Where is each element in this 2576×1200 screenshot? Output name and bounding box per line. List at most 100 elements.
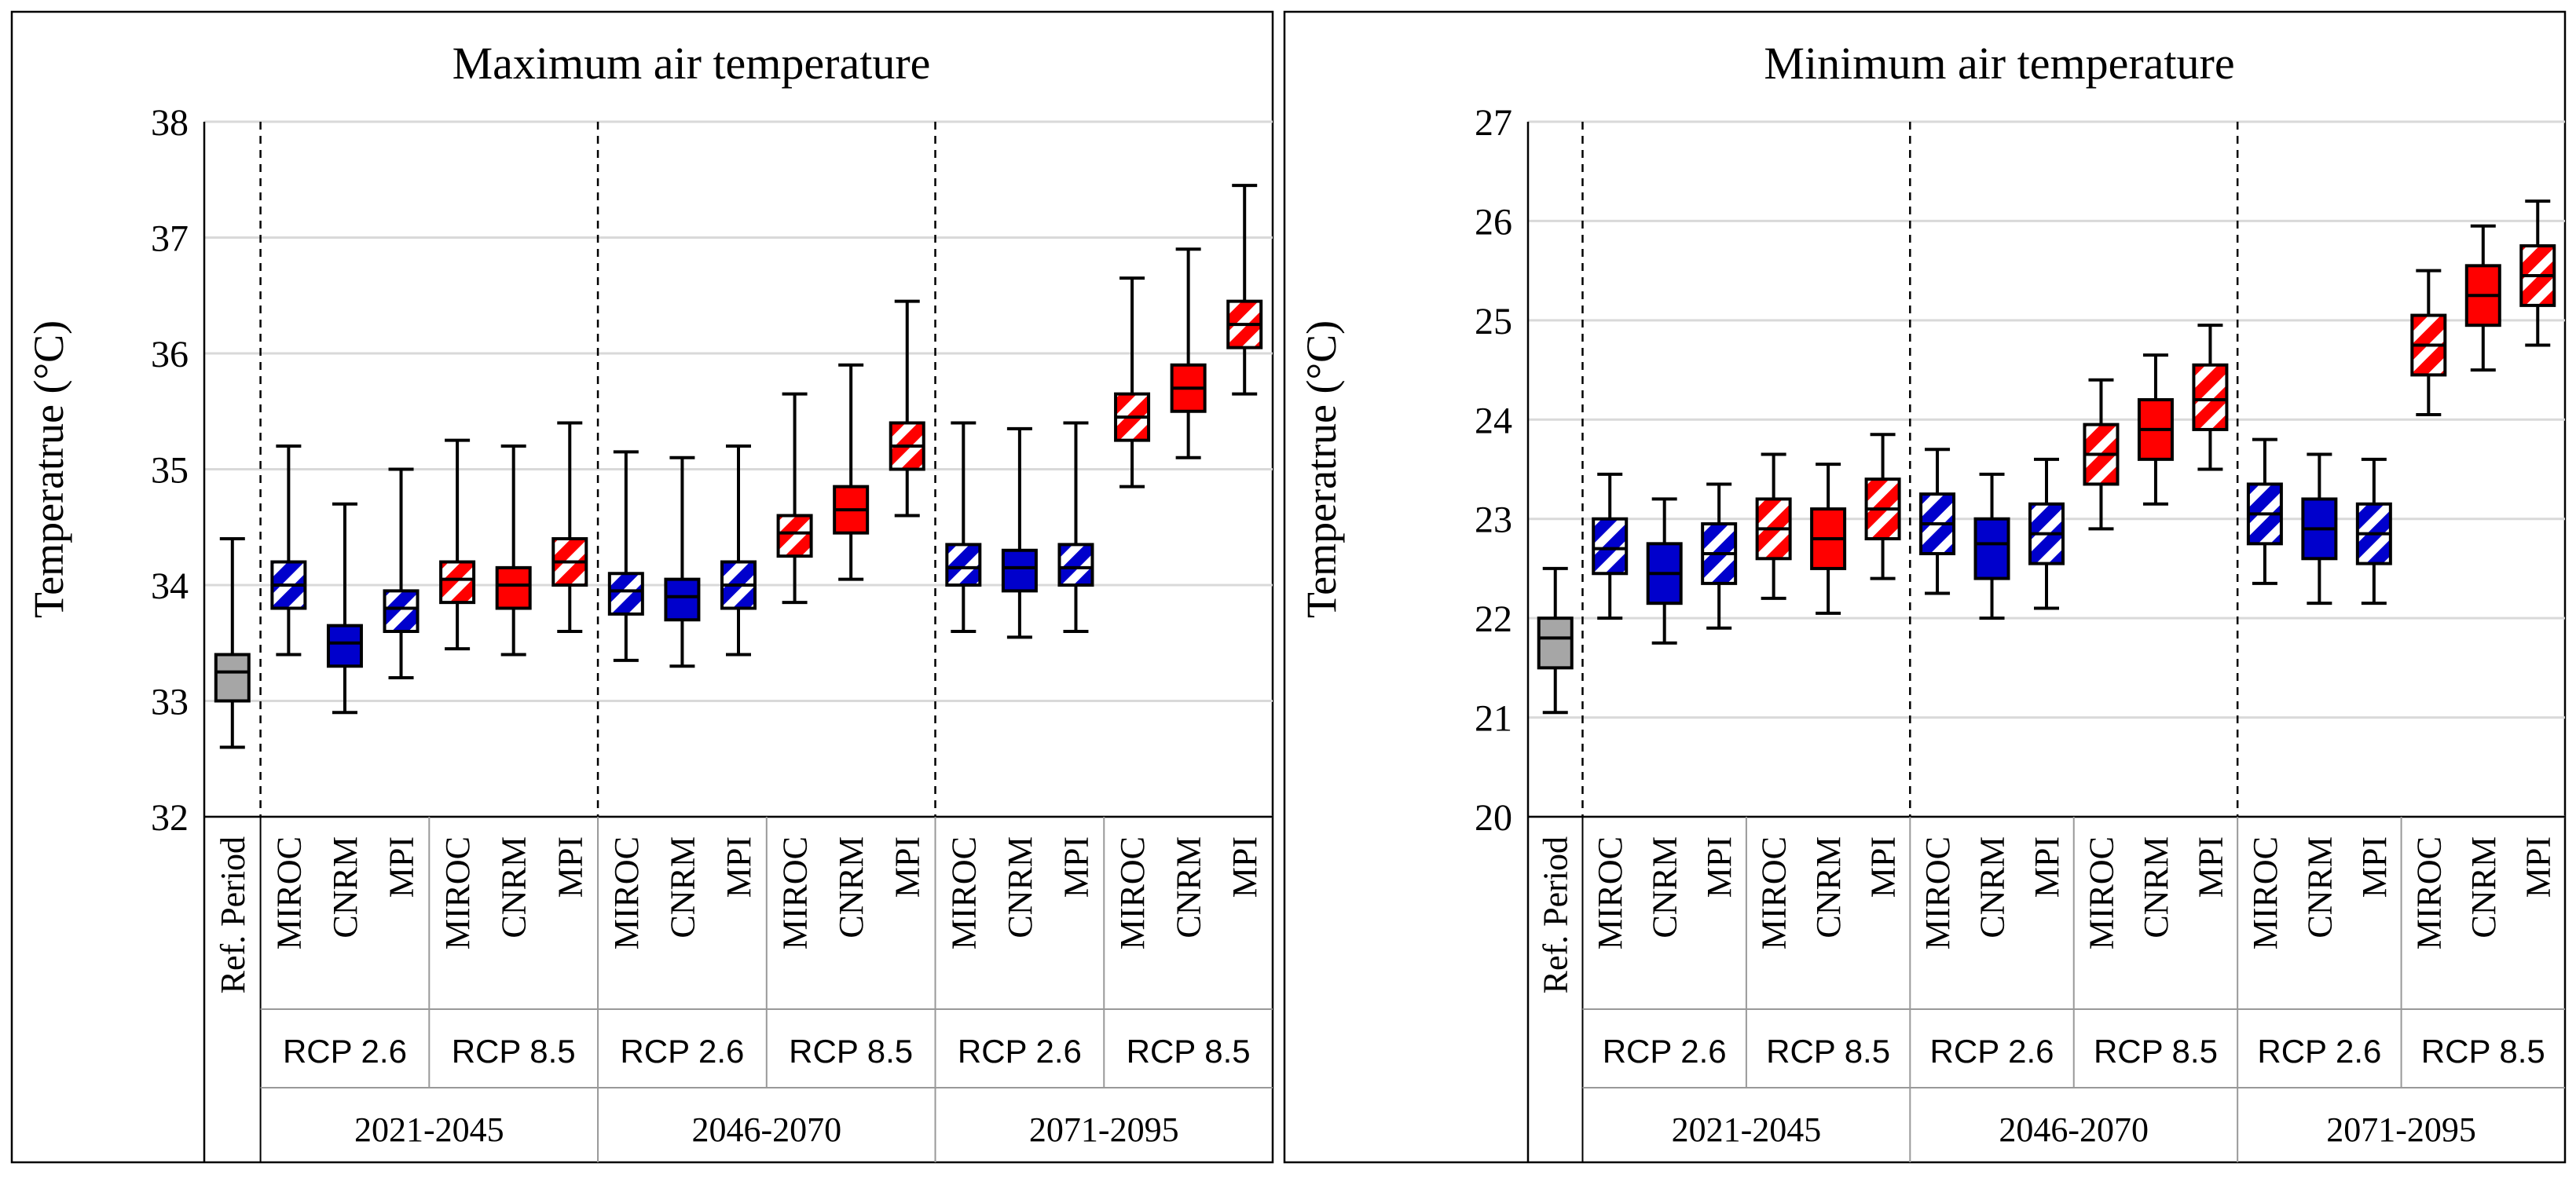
x-label-model: MPI (2028, 836, 2066, 898)
box-iqr (1592, 517, 1629, 576)
x-label-scenario: RCP 8.5 (789, 1033, 913, 1070)
panel-frame (10, 10, 1274, 1164)
y-tick-label: 33 (151, 682, 189, 723)
box-miroc (1592, 472, 1629, 620)
x-label-scenario: RCP 8.5 (2094, 1033, 2218, 1070)
y-tick-label: 32 (151, 797, 189, 839)
box-cnrm (2137, 353, 2174, 506)
box-iqr (383, 589, 420, 633)
box-mpi (720, 445, 757, 657)
x-label-model: MIROC (269, 836, 308, 949)
y-tick-label: 24 (1475, 400, 1512, 441)
box-mpi (2192, 324, 2229, 471)
x-label-scenario: RCP 8.5 (1766, 1033, 1890, 1070)
box-mpi (2519, 199, 2556, 347)
box-cnrm (664, 455, 701, 668)
y-tick-label: 38 (151, 102, 189, 144)
x-label-model: MIROC (2246, 836, 2285, 949)
x-label-model: CNRM (1646, 836, 1684, 938)
box-iqr (1001, 548, 1038, 593)
y-tick-label: 37 (151, 218, 189, 260)
box-cnrm (326, 502, 363, 715)
x-label-period: 2046-2070 (691, 1110, 841, 1149)
box-cnrm (1810, 463, 1847, 615)
x-label-model: MIROC (2409, 836, 2448, 949)
y-tick-label: 26 (1475, 201, 1512, 243)
y-tick-label: 35 (151, 450, 189, 492)
y-axis-label: Temperatrue (°C) (25, 320, 72, 618)
x-label-model: MPI (1057, 836, 1095, 898)
box-miroc (439, 438, 476, 651)
box-iqr (1537, 616, 1574, 670)
box-mpi (2355, 457, 2392, 605)
y-tick-label: 21 (1475, 698, 1512, 740)
x-label-scenario: RCP 2.6 (283, 1033, 407, 1070)
x-label-period: 2071-2095 (1029, 1110, 1179, 1149)
chart-title: Maximum air temperature (453, 38, 931, 89)
panel-min-temperature: Minimum air temperature Temperatrue (°C) 2… (1283, 10, 2567, 1164)
chart-title: Minimum air temperature (1764, 38, 2234, 89)
box-miroc (270, 445, 307, 657)
box-iqr (326, 624, 363, 668)
box-iqr (1973, 517, 2010, 580)
x-label-model: MPI (1864, 836, 1903, 898)
box-mpi (889, 299, 925, 518)
box-iqr (664, 577, 701, 622)
x-label-model: CNRM (1001, 836, 1039, 938)
x-label-model: MIROC (776, 836, 815, 949)
box-cnrm (495, 445, 532, 657)
x-label-period: 2021-2045 (1672, 1110, 1822, 1149)
box-mpi (1057, 421, 1094, 633)
x-label-model: MIROC (607, 836, 646, 949)
box-ref (1537, 566, 1574, 715)
panel-max-temperature: Maximum air temperature Temperatrue (°C) 3… (10, 10, 1274, 1164)
box-cnrm (1170, 247, 1207, 459)
x-label-model: MPI (2191, 836, 2230, 898)
x-label-scenario: RCP 8.5 (452, 1033, 576, 1070)
x-label-scenario: RCP 2.6 (958, 1033, 1082, 1070)
x-label-scenario: RCP 2.6 (620, 1033, 744, 1070)
box-cnrm (2301, 452, 2338, 605)
x-label-model: MIROC (2082, 836, 2120, 949)
box-miroc (1114, 276, 1151, 488)
x-label-model: CNRM (832, 836, 870, 938)
box-mpi (1864, 433, 1901, 580)
x-label-model: MIROC (438, 836, 477, 949)
box-cnrm (2464, 224, 2501, 372)
x-label-model: MPI (551, 836, 589, 898)
x-label-model: CNRM (1809, 836, 1848, 938)
x-label-model: CNRM (2464, 836, 2503, 938)
y-tick-label: 22 (1475, 598, 1512, 640)
x-label-model: MPI (889, 836, 927, 898)
box-cnrm (1973, 472, 2010, 620)
x-label-model: CNRM (663, 836, 702, 938)
box-mpi (2028, 457, 2065, 610)
x-label-model: MPI (2355, 836, 2394, 898)
x-label-model: MPI (720, 836, 758, 898)
y-tick-label: 34 (151, 565, 189, 607)
x-label-model: CNRM (1973, 836, 2012, 938)
box-iqr (607, 572, 644, 616)
box-mpi (551, 421, 588, 633)
box-mpi (1701, 482, 1738, 630)
x-label-model: CNRM (495, 836, 533, 938)
box-iqr (495, 565, 532, 610)
x-label-model: CNRM (2137, 836, 2175, 938)
box-miroc (1919, 448, 1956, 595)
box-iqr (1057, 543, 1094, 587)
x-label-period: 2046-2070 (1999, 1110, 2149, 1149)
x-label-model: MPI (1700, 836, 1739, 898)
y-tick-label: 23 (1475, 499, 1512, 541)
box-miroc (945, 421, 982, 633)
x-label-model: MPI (383, 836, 421, 898)
x-label-scenario: RCP 2.6 (1603, 1033, 1727, 1070)
x-label-model: MIROC (944, 836, 983, 949)
box-miroc (2410, 269, 2447, 416)
x-label-ref-period: Ref. Period (214, 836, 252, 993)
box-miroc (2246, 437, 2283, 585)
box-cnrm (1646, 497, 1683, 645)
x-label-ref-period: Ref. Period (1537, 836, 1575, 993)
y-tick-label: 20 (1475, 797, 1512, 839)
box-iqr (439, 560, 476, 605)
